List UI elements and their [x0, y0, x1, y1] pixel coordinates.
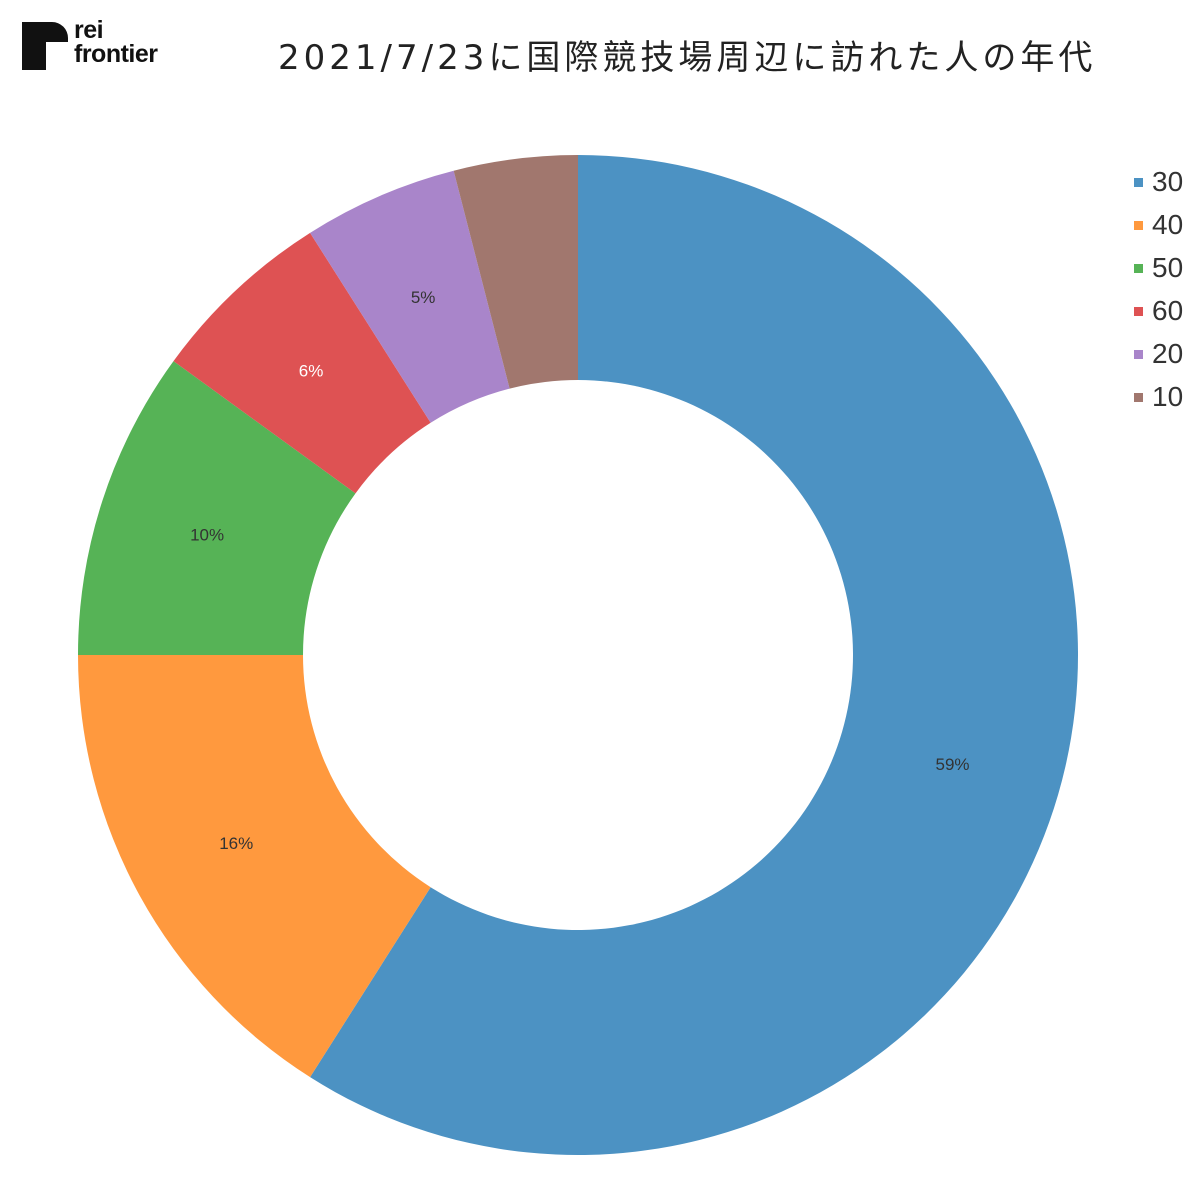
chart-title: 2021/7/23に国際競技場周辺に訪れた人の年代 — [278, 38, 1097, 78]
slice-40 — [78, 655, 431, 1078]
legend-label: 50 — [1152, 252, 1184, 283]
slice-30 — [310, 155, 1079, 1155]
data-label-60: 6% — [299, 362, 324, 381]
data-label-30: 59% — [935, 755, 969, 774]
data-label-50: 10% — [190, 525, 224, 544]
slice-10 — [453, 155, 578, 389]
legend-label: 20 — [1152, 338, 1184, 369]
slice-50 — [78, 361, 356, 655]
slice-20 — [310, 170, 510, 423]
data-label-20: 5% — [411, 288, 436, 307]
legend-label: 60 — [1152, 295, 1184, 326]
data-label-40: 16% — [219, 834, 253, 853]
legend-swatch — [1134, 221, 1143, 230]
legend-swatch — [1134, 178, 1143, 187]
legend-swatch — [1134, 350, 1143, 359]
slice-60 — [173, 232, 431, 494]
legend-label: 40 — [1152, 209, 1184, 240]
logo-text: rei frontier — [74, 16, 158, 68]
legend-label: 10 — [1152, 381, 1184, 412]
legend-swatch — [1134, 307, 1143, 316]
legend-swatch — [1134, 264, 1143, 273]
legend-swatch — [1134, 393, 1143, 402]
logo-line-1: rei — [74, 16, 104, 44]
legend-label: 30 — [1152, 166, 1184, 197]
logo-mark-icon — [22, 22, 68, 70]
logo-line-2: frontier — [74, 40, 158, 68]
rei-frontier-logo: rei frontier — [22, 18, 182, 74]
